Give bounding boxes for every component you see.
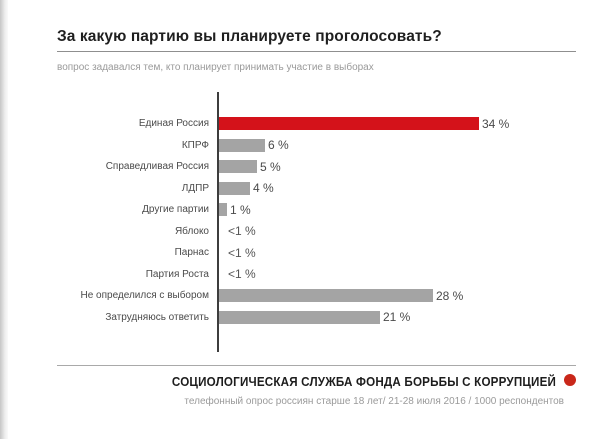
bar (219, 181, 250, 195)
footer-survey-details: телефонный опрос россиян старше 18 лет/ … (184, 396, 564, 407)
bar (219, 203, 227, 217)
footer-divider (57, 365, 576, 366)
content: За какую партию вы планируете проголосов… (57, 27, 576, 407)
chart-row: Справедливая Россия 5 % (57, 156, 576, 178)
category-label: Единая Россия (138, 118, 209, 130)
bar (219, 117, 479, 131)
chart-row: Яблоко <1 % (57, 221, 576, 243)
chart-row: Партия Роста <1 % (57, 264, 576, 286)
value-label: 21 % (383, 310, 411, 325)
y-axis-line (217, 92, 219, 352)
value-label: <1 % (228, 267, 256, 282)
value-label: 1 % (230, 202, 251, 217)
value-label: <1 % (228, 224, 256, 239)
value-label: 34 % (482, 116, 510, 131)
category-label: Справедливая Россия (105, 161, 209, 173)
value-label: <1 % (228, 245, 256, 260)
bar (219, 310, 380, 324)
bar-cell: 21 % (217, 310, 576, 324)
footer-organization: СОЦИОЛОГИЧЕСКАЯ СЛУЖБА ФОНДА БОРЬБЫ С КО… (171, 374, 556, 389)
chart-row: Не определился с выбором 28 % (57, 285, 576, 307)
chart-row: Единая Россия 34 % (57, 113, 576, 135)
value-label: 5 % (260, 159, 281, 174)
bar-cell: 6 % (217, 138, 576, 152)
category-label: КПРФ (181, 139, 209, 151)
chart-subtitle: вопрос задавался тем, кто планирует прин… (57, 62, 374, 73)
footer-org-row: СОЦИОЛОГИЧЕСКАЯ СЛУЖБА ФОНДА БОРЬБЫ С КО… (57, 374, 576, 389)
chart-row: КПРФ 6 % (57, 135, 576, 157)
category-label: Яблоко (174, 225, 209, 237)
category-label: ЛДПР (181, 182, 209, 194)
category-label: Затрудняюсь ответить (105, 311, 209, 323)
title-divider (57, 51, 576, 52)
bar-cell: <1 % (217, 267, 576, 281)
bar-cell: 1 % (217, 203, 576, 217)
bar (219, 160, 257, 174)
bar-cell: 5 % (217, 160, 576, 174)
bar-cell: <1 % (217, 246, 576, 260)
chart-title: За какую партию вы планируете проголосов… (57, 28, 442, 45)
page-left-edge (0, 0, 8, 439)
bar-cell: 28 % (217, 289, 576, 303)
bar (219, 138, 265, 152)
chart-row: Другие партии 1 % (57, 199, 576, 221)
category-label: Другие партии (142, 204, 209, 216)
category-label: Не определился с выбором (80, 290, 209, 302)
bar-cell: 34 % (217, 117, 576, 131)
value-label: 28 % (436, 288, 464, 303)
category-label: Парнас (174, 247, 209, 259)
chart-rows: Единая Россия 34 % КПРФ 6 % Справедливая… (57, 113, 576, 328)
chart-row: Затрудняюсь ответить 21 % (57, 307, 576, 329)
chart-row: ЛДПР 4 % (57, 178, 576, 200)
bar-chart: Единая Россия 34 % КПРФ 6 % Справедливая… (57, 92, 576, 352)
value-label: 4 % (253, 181, 274, 196)
bar (219, 289, 433, 303)
value-label: 6 % (268, 138, 289, 153)
red-dot-icon (564, 374, 576, 386)
category-label: Партия Роста (145, 268, 209, 280)
bar-cell: 4 % (217, 181, 576, 195)
bar-cell: <1 % (217, 224, 576, 238)
chart-row: Парнас <1 % (57, 242, 576, 264)
